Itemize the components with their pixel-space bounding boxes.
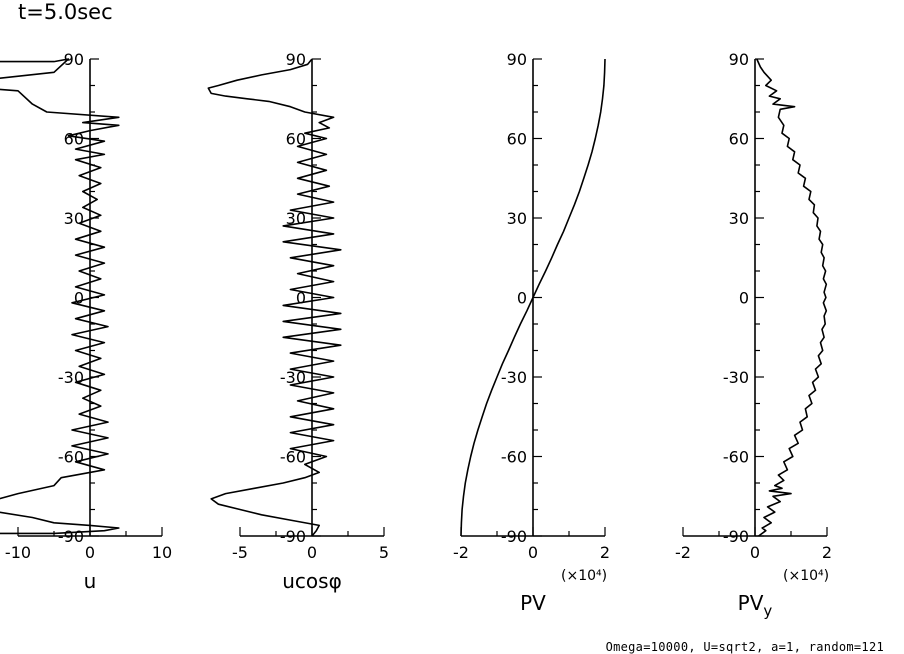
y-tick-label: 0 [517, 289, 527, 308]
x-axis-title: PV [520, 591, 546, 615]
y-tick-label: -60 [723, 448, 749, 467]
x-tick-label: -5 [232, 543, 248, 562]
y-tick-label: -90 [501, 527, 527, 546]
y-tick-label: -30 [501, 368, 527, 387]
y-tick-label: 0 [739, 289, 749, 308]
y-tick-label: 90 [729, 50, 749, 69]
y-tick-label: 30 [729, 209, 749, 228]
y-tick-label: -30 [280, 368, 306, 387]
y-tick-label: 30 [64, 209, 84, 228]
x-tick-label: 2 [600, 543, 610, 562]
x-multiplier-label: (×10⁴) [561, 568, 607, 584]
y-tick-label: -90 [280, 527, 306, 546]
y-tick-label: 0 [74, 289, 84, 308]
panel-pv: -90 -60 -30 0 30 60 90 -2 0 2 (×10⁴) PV [453, 50, 610, 615]
x-tick-label: -2 [675, 543, 691, 562]
x-axis-title-subscript: y [763, 602, 772, 620]
x-tick-label: 0 [85, 543, 95, 562]
x-tick-label: 0 [528, 543, 538, 562]
y-tick-label: -90 [723, 527, 749, 546]
y-tick-label: 0 [296, 289, 306, 308]
series-line-u [0, 58, 120, 535]
y-tick-label: 90 [64, 50, 84, 69]
series-line-pvy [756, 58, 828, 537]
parameter-footnote: Omega=10000, U=sqrt2, a=1, random=121 [605, 640, 884, 654]
y-tick-label: -60 [501, 448, 527, 467]
x-axis-title: ucosφ [282, 569, 342, 593]
x-tick-label: 2 [822, 543, 832, 562]
series-line-pv [460, 58, 606, 537]
page-title: t=5.0sec [18, 0, 113, 24]
y-tick-label: 90 [507, 50, 527, 69]
y-tick-label: 60 [64, 130, 84, 149]
y-tick-label: 30 [507, 209, 527, 228]
x-multiplier-label: (×10⁴) [783, 568, 829, 584]
x-axis-title: PVy [738, 591, 773, 620]
y-tick-label: 90 [286, 50, 306, 69]
y-tick-label: -90 [58, 527, 84, 546]
y-tick-label: -60 [280, 448, 306, 467]
x-tick-label: 5 [379, 543, 389, 562]
y-tick-label: 60 [286, 130, 306, 149]
x-axis-title: u [84, 569, 97, 593]
y-tick-label: 60 [729, 130, 749, 149]
y-tick-label: -30 [723, 368, 749, 387]
panel-pvy: -90 -60 -30 0 30 60 90 -2 0 2 (×10⁴) PVy [675, 50, 832, 620]
x-tick-label: 10 [152, 543, 172, 562]
x-tick-label: 0 [750, 543, 760, 562]
x-tick-label: -2 [453, 543, 469, 562]
series-line-ucos [207, 58, 342, 537]
x-tick-label: -10 [5, 543, 31, 562]
y-tick-label: 60 [507, 130, 527, 149]
x-tick-label: 0 [307, 543, 317, 562]
